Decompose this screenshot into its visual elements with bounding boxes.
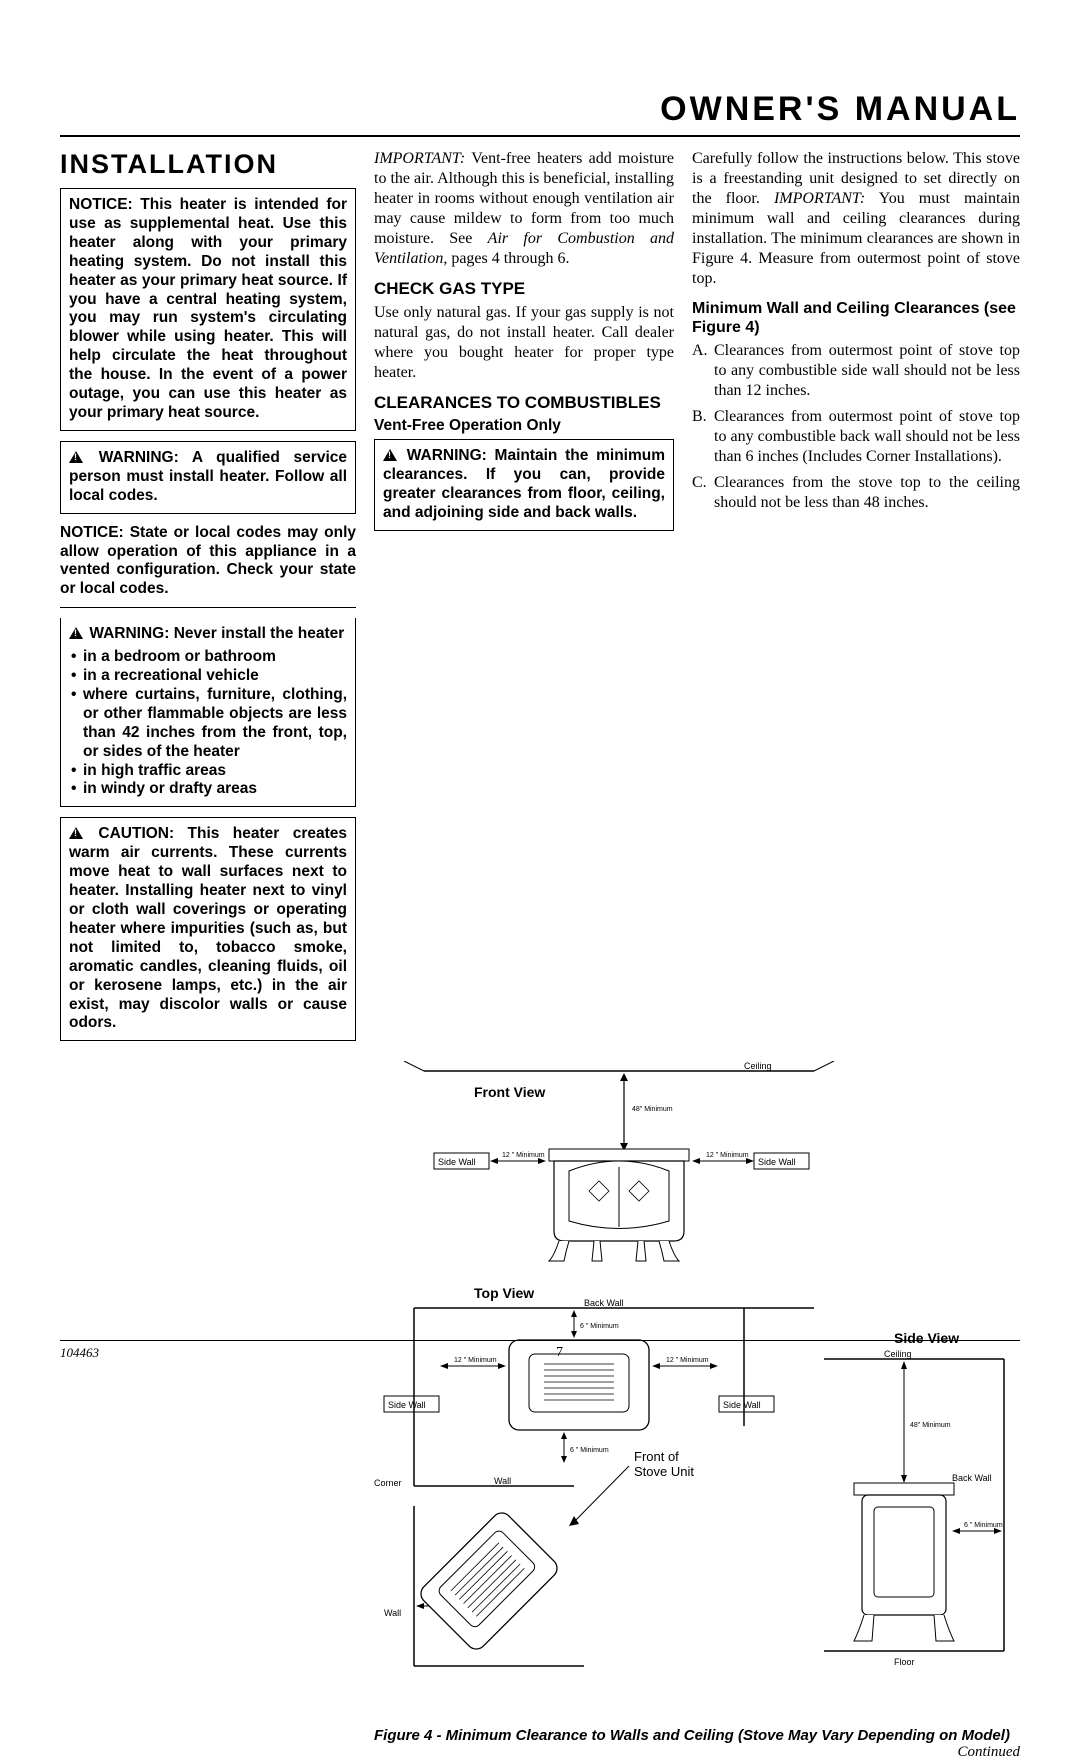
- warn2-lead-text: WARNING: Never install the heater: [89, 625, 344, 642]
- middle-column: IMPORTANT: Vent-free heaters add moistur…: [374, 149, 674, 1051]
- svg-text:Back Wall: Back Wall: [584, 1298, 624, 1308]
- warn2-bullet: where curtains, furniture, clothing, or …: [69, 686, 347, 762]
- warning-3-text: WARNING: Maintain the minimum clearances…: [383, 447, 665, 523]
- right-column: Carefully follow the instructions below.…: [692, 149, 1020, 1051]
- notice-box-2: NOTICE: State or local codes may only al…: [60, 524, 356, 609]
- warning-icon: [383, 449, 397, 461]
- warning-icon: [69, 627, 83, 639]
- clearance-list: A.Clearances from outermost point of sto…: [692, 341, 1020, 513]
- svg-text:Side Wall: Side Wall: [758, 1157, 796, 1167]
- page-number: 7: [556, 1345, 563, 1361]
- warning-box-2: WARNING: Never install the heater in a b…: [60, 618, 356, 807]
- section-title: INSTALLATION: [60, 149, 356, 180]
- clearance-item: B.Clearances from outermost point of sto…: [692, 407, 1020, 467]
- check-gas-body: Use only natural gas. If your gas supply…: [374, 303, 674, 383]
- svg-text:Front of: Front of: [634, 1449, 679, 1464]
- doc-id: 104463: [60, 1345, 99, 1361]
- clearances-sub: Vent-Free Operation Only: [374, 417, 674, 435]
- svg-text:Side Wall: Side Wall: [723, 1400, 761, 1410]
- notice-box-1: NOTICE: This heater is intended for use …: [60, 188, 356, 431]
- page-footer: 104463 7: [60, 1340, 1020, 1361]
- important-paragraph: IMPORTANT: Vent-free heaters add moistur…: [374, 149, 674, 269]
- svg-text:Floor: Floor: [894, 1657, 915, 1667]
- svg-text:Side Wall: Side Wall: [388, 1400, 426, 1410]
- warning-text: WARNING: A qualified service person must…: [69, 449, 347, 506]
- svg-text:48" Minimum: 48" Minimum: [910, 1422, 951, 1429]
- svg-text:Ceiling: Ceiling: [744, 1061, 772, 1071]
- warning-icon: [69, 827, 83, 839]
- caption-text: Figure 4 - Minimum Clearance to Walls an…: [374, 1727, 1010, 1744]
- warn2-lead: WARNING: Never install the heater: [69, 625, 347, 644]
- warning-box-3: WARNING: Maintain the minimum clearances…: [374, 439, 674, 531]
- figure-4: Front View Ceiling 48" Minimum Side Wall…: [374, 1061, 1020, 1761]
- content-columns: INSTALLATION NOTICE: This heater is inte…: [60, 149, 1020, 1051]
- svg-text:12 " Minimum: 12 " Minimum: [706, 1152, 749, 1159]
- warn2-bullet: in windy or drafty areas: [69, 780, 347, 799]
- clearance-item: C.Clearances from the stove top to the c…: [692, 473, 1020, 513]
- important-tail: , pages 4 through 6.: [443, 250, 569, 267]
- warn2-bullet: in high traffic areas: [69, 762, 347, 781]
- caution-content: CAUTION: This heater creates warm air cu…: [69, 825, 347, 1031]
- right-p1: Carefully follow the instructions below.…: [692, 149, 1020, 289]
- warn2-bullets: in a bedroom or bathroomin a recreationa…: [69, 648, 347, 799]
- clearance-diagram-svg: Front View Ceiling 48" Minimum Side Wall…: [374, 1061, 1020, 1721]
- svg-text:Wall: Wall: [384, 1608, 401, 1618]
- clearances-head: CLEARANCES TO COMBUSTIBLES: [374, 393, 674, 413]
- continued-label: Continued: [374, 1744, 1020, 1761]
- svg-text:6 " Minimum: 6 " Minimum: [570, 1447, 609, 1454]
- caution-box: CAUTION: This heater creates warm air cu…: [60, 817, 356, 1041]
- front-view-label: Front View: [474, 1084, 545, 1100]
- warning-box-1: WARNING: A qualified service person must…: [60, 441, 356, 514]
- svg-text:6 " Minimum: 6 " Minimum: [964, 1522, 1003, 1529]
- warn3-content: WARNING: Maintain the minimum clearances…: [383, 447, 665, 521]
- svg-text:12 " Minimum: 12 " Minimum: [502, 1152, 545, 1159]
- warn2-bullet: in a recreational vehicle: [69, 667, 347, 686]
- svg-text:Side Wall: Side Wall: [438, 1157, 476, 1167]
- svg-text:Stove Unit: Stove Unit: [634, 1464, 694, 1479]
- svg-text:Back Wall: Back Wall: [952, 1473, 992, 1483]
- document-title: OWNER'S MANUAL: [60, 90, 1020, 137]
- check-gas-head: CHECK GAS TYPE: [374, 279, 674, 299]
- svg-text:48" Minimum: 48" Minimum: [632, 1106, 673, 1113]
- svg-text:6 " Minimum: 6 " Minimum: [580, 1323, 619, 1330]
- svg-text:Corner: Corner: [374, 1478, 402, 1488]
- important-label: IMPORTANT:: [374, 150, 465, 167]
- notice-text: NOTICE: This heater is intended for use …: [69, 196, 347, 423]
- svg-text:Wall: Wall: [494, 1476, 511, 1486]
- warning-1-text: WARNING: A qualified service person must…: [69, 449, 347, 504]
- right-p1-important: IMPORTANT:: [774, 190, 865, 207]
- left-column: INSTALLATION NOTICE: This heater is inte…: [60, 149, 356, 1051]
- min-clearance-head: Minimum Wall and Ceiling Clearances (see…: [692, 299, 1020, 337]
- clearance-item: A.Clearances from outermost point of sto…: [692, 341, 1020, 401]
- notice-2-text: NOTICE: State or local codes may only al…: [60, 524, 356, 600]
- warn2-bullet: in a bedroom or bathroom: [69, 648, 347, 667]
- caution-text: CAUTION: This heater creates warm air cu…: [69, 825, 347, 1033]
- warning-icon: [69, 451, 83, 463]
- svg-text:Top View: Top View: [474, 1285, 534, 1301]
- figure-caption: Figure 4 - Minimum Clearance to Walls an…: [374, 1727, 1020, 1744]
